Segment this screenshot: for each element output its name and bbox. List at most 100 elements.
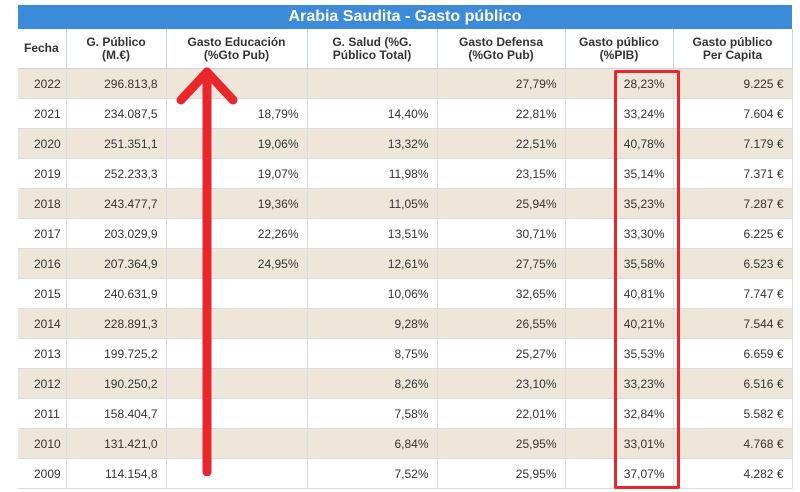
cell-gasto-pib: 35,53% <box>565 338 674 369</box>
cell-fecha: 2015 <box>18 278 67 309</box>
cell-gasto-per-capita: 7.544 € <box>673 308 793 339</box>
cell-gasto-per-capita: 4.282 € <box>673 458 793 489</box>
table-row: 2010 131.421,0 6,84% 25,95% 33,01% 4.768 € <box>18 428 793 459</box>
cell-fecha: 2013 <box>18 338 67 369</box>
cell-g-salud: 7,58% <box>307 398 438 429</box>
cell-gasto-defensa: 22,01% <box>437 398 566 429</box>
table-row: 2009 114.154,8 7,52% 25,95% 37,07% 4.282 € <box>18 458 793 489</box>
cell-fecha: 2020 <box>18 128 67 159</box>
cell-gasto-educacion <box>166 398 308 429</box>
cell-g-salud: 12,61% <box>307 248 438 279</box>
cell-fecha: 2011 <box>18 398 67 429</box>
public-spending-table: Fecha G. Público (M.€) Gasto Educación (%G… <box>18 29 793 489</box>
cell-gasto-educacion: 19,06% <box>166 128 308 159</box>
cell-gasto-per-capita: 7.604 € <box>673 98 793 129</box>
cell-gasto-defensa: 25,27% <box>437 338 566 369</box>
cell-fecha: 2017 <box>18 218 67 249</box>
cell-g-salud: 10,06% <box>307 278 438 309</box>
cell-fecha: 2022 <box>18 68 67 99</box>
cell-gasto-per-capita: 7.287 € <box>673 188 793 219</box>
data-table-container: Arabia Saudita - Gasto público Fecha G. … <box>18 5 793 489</box>
header-fecha[interactable]: Fecha <box>18 29 67 69</box>
cell-g-publico: 131.421,0 <box>66 428 167 459</box>
cell-gasto-pib: 40,78% <box>565 128 674 159</box>
cell-fecha: 2009 <box>18 458 67 489</box>
header-gasto-educacion[interactable]: Gasto Educación (%Gto Pub) <box>166 29 308 69</box>
cell-gasto-pib: 33,23% <box>565 368 674 399</box>
cell-g-salud: 6,84% <box>307 428 438 459</box>
cell-g-publico: 228.891,3 <box>66 308 167 339</box>
cell-gasto-per-capita: 7.179 € <box>673 128 793 159</box>
table-row: 2018 243.477,7 19,36% 11,05% 25,94% 35,23% 7.2… <box>18 188 793 219</box>
table-row: 2022 296.813,8 27,79% 28,23% 9.225 € <box>18 68 793 99</box>
table-row: 2011 158.404,7 7,58% 22,01% 32,84% 5.582 € <box>18 398 793 429</box>
cell-gasto-educacion: 24,95% <box>166 248 308 279</box>
header-gasto-defensa[interactable]: Gasto Defensa (%Gto Pub) <box>437 29 566 69</box>
cell-g-publico: 203.029,9 <box>66 218 167 249</box>
cell-gasto-defensa: 22,81% <box>437 98 566 129</box>
cell-gasto-pib: 35,14% <box>565 158 674 189</box>
cell-gasto-pib: 33,24% <box>565 98 674 129</box>
cell-g-publico: 251.351,1 <box>66 128 167 159</box>
header-gasto-per-capita[interactable]: Gasto público Per Capita <box>673 29 793 69</box>
cell-g-publico: 296.813,8 <box>66 68 167 99</box>
cell-gasto-pib: 35,58% <box>565 248 674 279</box>
cell-g-publico: 158.404,7 <box>66 398 167 429</box>
cell-gasto-educacion: 18,79% <box>166 98 308 129</box>
cell-g-publico: 243.477,7 <box>66 188 167 219</box>
cell-gasto-defensa: 27,75% <box>437 248 566 279</box>
cell-gasto-educacion <box>166 278 308 309</box>
table-row: 2015 240.631,9 10,06% 32,65% 40,81% 7.747 € <box>18 278 793 309</box>
cell-gasto-pib: 32,84% <box>565 398 674 429</box>
cell-gasto-pib: 35,23% <box>565 188 674 219</box>
cell-g-publico: 252.233,3 <box>66 158 167 189</box>
table-row: 2017 203.029,9 22,26% 13,51% 30,71% 33,30% 6.2… <box>18 218 793 249</box>
cell-g-publico: 199.725,2 <box>66 338 167 369</box>
cell-gasto-defensa: 25,95% <box>437 428 566 459</box>
cell-gasto-educacion <box>166 368 308 399</box>
cell-g-salud: 9,28% <box>307 308 438 339</box>
cell-gasto-educacion <box>166 68 308 99</box>
cell-gasto-educacion <box>166 308 308 339</box>
table-row: 2014 228.891,3 9,28% 26,55% 40,21% 7.544 € <box>18 308 793 339</box>
cell-gasto-defensa: 30,71% <box>437 218 566 249</box>
cell-gasto-defensa: 25,95% <box>437 458 566 489</box>
cell-g-salud: 8,75% <box>307 338 438 369</box>
table-row: 2013 199.725,2 8,75% 25,27% 35,53% 6.659 € <box>18 338 793 369</box>
cell-g-salud: 11,98% <box>307 158 438 189</box>
cell-fecha: 2018 <box>18 188 67 219</box>
cell-gasto-pib: 28,23% <box>565 68 674 99</box>
cell-gasto-defensa: 25,94% <box>437 188 566 219</box>
table-row: 2016 207.364,9 24,95% 12,61% 27,75% 35,58% 6.5… <box>18 248 793 279</box>
cell-gasto-pib: 40,21% <box>565 308 674 339</box>
table-row: 2019 252.233,3 19,07% 11,98% 23,15% 35,14% 7.3… <box>18 158 793 189</box>
cell-gasto-per-capita: 5.582 € <box>673 398 793 429</box>
cell-gasto-defensa: 27,79% <box>437 68 566 99</box>
cell-gasto-pib: 40,81% <box>565 278 674 309</box>
cell-gasto-defensa: 32,65% <box>437 278 566 309</box>
cell-gasto-per-capita: 6.659 € <box>673 338 793 369</box>
cell-gasto-per-capita: 7.747 € <box>673 278 793 309</box>
header-g-publico[interactable]: G. Público (M.€) <box>66 29 167 69</box>
cell-gasto-per-capita: 9.225 € <box>673 68 793 99</box>
table-row: 2021 234.087,5 18,79% 14,40% 22,81% 33,24% 7.6… <box>18 98 793 129</box>
cell-gasto-educacion <box>166 458 308 489</box>
cell-gasto-educacion: 19,36% <box>166 188 308 219</box>
cell-g-salud: 8,26% <box>307 368 438 399</box>
header-g-salud[interactable]: G. Salud (%G. Público Total) <box>307 29 438 69</box>
cell-g-publico: 207.364,9 <box>66 248 167 279</box>
cell-gasto-defensa: 22,51% <box>437 128 566 159</box>
cell-g-salud: 11,05% <box>307 188 438 219</box>
cell-fecha: 2021 <box>18 98 67 129</box>
cell-gasto-educacion: 22,26% <box>166 218 308 249</box>
cell-gasto-educacion <box>166 428 308 459</box>
header-gasto-pib[interactable]: Gasto público (%PIB) <box>565 29 674 69</box>
cell-g-salud: 13,32% <box>307 128 438 159</box>
cell-gasto-pib: 37,07% <box>565 458 674 489</box>
cell-gasto-pib: 33,30% <box>565 218 674 249</box>
cell-g-salud <box>307 68 438 99</box>
cell-gasto-per-capita: 7.371 € <box>673 158 793 189</box>
cell-fecha: 2019 <box>18 158 67 189</box>
table-body: 2022 296.813,8 27,79% 28,23% 9.225 €2021 234.… <box>18 68 793 489</box>
table-row: 2012 190.250,2 8,26% 23,10% 33,23% 6.516 € <box>18 368 793 399</box>
